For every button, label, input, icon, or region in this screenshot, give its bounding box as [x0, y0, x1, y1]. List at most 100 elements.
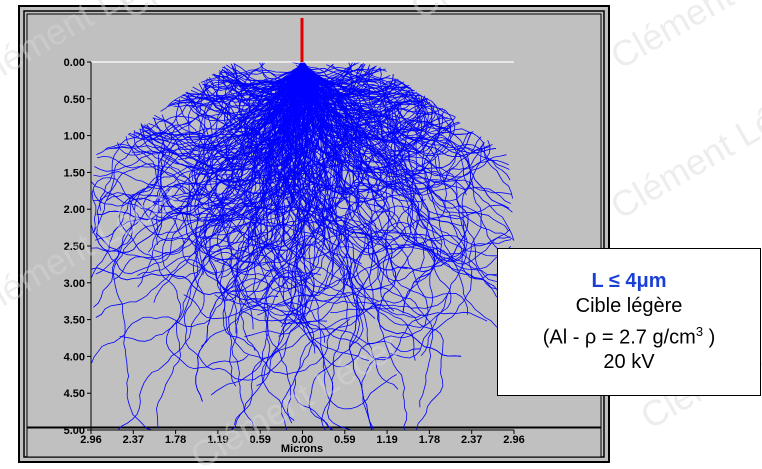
trajectory-path: [303, 61, 442, 245]
trajectory-path: [219, 61, 304, 89]
trajectory-path: [168, 61, 304, 107]
trajectory-path: [287, 61, 510, 209]
y-tick-label: 0.00: [64, 57, 85, 69]
trajectory-path: [230, 61, 421, 368]
annotation-material: (Al - ρ = 2.7 g/cm3 ): [543, 319, 716, 351]
trajectory-path: [301, 61, 497, 154]
status-bar: [26, 427, 602, 458]
trajectory-path: [208, 61, 306, 140]
trajectory-path: [296, 61, 333, 309]
y-tick-label: 4.50: [64, 388, 85, 400]
trajectory-path: [302, 61, 452, 359]
trajectory-path: [198, 61, 303, 205]
x-tick-label: 1.19: [207, 434, 228, 446]
x-tick-label: 1.78: [165, 434, 186, 446]
trajectory-path: [281, 61, 514, 306]
x-tick-label: 2.96: [503, 434, 524, 446]
x-tick-label: 0.00: [292, 434, 313, 446]
x-tick-label: 1.78: [419, 434, 440, 446]
annotation-voltage: 20 kV: [603, 351, 655, 374]
trajectory-path: [208, 61, 308, 301]
trajectory-path: [275, 61, 462, 357]
trajectory-path: [106, 61, 303, 210]
annotation-material-superscript: 3: [695, 323, 704, 339]
trajectory-path: [223, 61, 408, 149]
trajectory-path: [302, 61, 404, 188]
trajectory-path: [189, 61, 405, 296]
trajectory-path: [118, 61, 304, 429]
trajectory-path: [180, 61, 304, 130]
trajectory-path: [222, 61, 351, 375]
trajectory-path: [302, 61, 474, 164]
trajectory-path: [295, 61, 482, 192]
trajectory-path: [232, 61, 303, 248]
trajectory-path: [91, 61, 319, 296]
trajectory-path: [215, 61, 303, 86]
annotation-material-prefix: (Al - ρ = 2.7 g/cm: [542, 326, 696, 349]
trajectory-path: [235, 61, 328, 325]
y-tick-label: 4.00: [64, 351, 85, 363]
trajectory-path: [290, 61, 329, 354]
x-tick-label: 1.19: [376, 434, 397, 446]
y-tick-label: 3.00: [64, 278, 85, 290]
annotation-material-suffix: ): [703, 326, 716, 349]
y-tick-label: 1.00: [64, 131, 85, 143]
x-axis-label: Microns: [281, 443, 323, 455]
trajectory-path: [228, 61, 307, 359]
trajectory-path: [294, 61, 417, 361]
trajectory-path: [291, 61, 379, 193]
trajectory-path: [301, 61, 427, 128]
trajectory-path: [96, 61, 350, 227]
y-tick-label: 3.50: [64, 315, 85, 327]
annotation-target: Cible légère: [575, 294, 683, 317]
trajectory-path: [302, 61, 374, 431]
trajectory-path: [203, 61, 362, 265]
trajectory-path: [203, 61, 304, 137]
x-tick-label: 0.59: [334, 434, 355, 446]
trajectory-path: [210, 62, 396, 396]
trajectory-path: [299, 61, 490, 157]
trajectory-path: [234, 61, 391, 361]
trajectory-path: [147, 61, 309, 271]
trajectory-series: [90, 61, 515, 431]
x-tick-label: 2.37: [461, 434, 482, 446]
trajectory-path: [153, 61, 303, 210]
trajectory-path: [91, 61, 304, 252]
trajectory-path: [281, 61, 382, 328]
trajectory-path: [291, 61, 511, 265]
trajectory-path: [296, 61, 509, 232]
trajectory-path: [302, 61, 364, 431]
trajectory-path: [178, 61, 302, 214]
x-tick-label: 2.96: [80, 434, 101, 446]
trajectory-path: [301, 61, 466, 262]
trajectory-path: [97, 61, 316, 195]
trajectory-path: [215, 61, 317, 143]
annotation-range: L ≤ 4μm: [591, 269, 667, 292]
y-tick-label: 2.00: [64, 204, 85, 216]
trajectory-path: [202, 61, 316, 261]
trajectory-path: [302, 61, 482, 356]
trajectory-path: [299, 61, 436, 314]
x-tick-label: 2.37: [123, 434, 144, 446]
trajectory-path: [216, 61, 309, 185]
trajectory-path: [195, 61, 319, 402]
y-tick-label: 2.50: [64, 241, 85, 253]
trajectory-path: [200, 61, 334, 347]
trajectory-path: [302, 61, 511, 257]
trajectory-path: [300, 61, 431, 142]
trajectory-path: [215, 61, 322, 305]
trajectory-path: [186, 61, 304, 251]
trajectory-path: [302, 61, 469, 273]
trajectory-path: [301, 61, 513, 254]
trajectory-path: [301, 61, 391, 86]
x-tick-label: 0.59: [249, 434, 270, 446]
trajectory-path: [91, 61, 302, 232]
annotation-box: L ≤ 4μm Cible légère (Al - ρ = 2.7 g/cm3…: [497, 248, 761, 396]
trajectory-path: [165, 61, 336, 370]
trajectory-path: [300, 61, 408, 270]
trajectory-path: [240, 62, 306, 352]
trajectory-path: [281, 61, 366, 431]
trajectory-path: [275, 61, 327, 245]
trajectory-path: [295, 61, 468, 315]
